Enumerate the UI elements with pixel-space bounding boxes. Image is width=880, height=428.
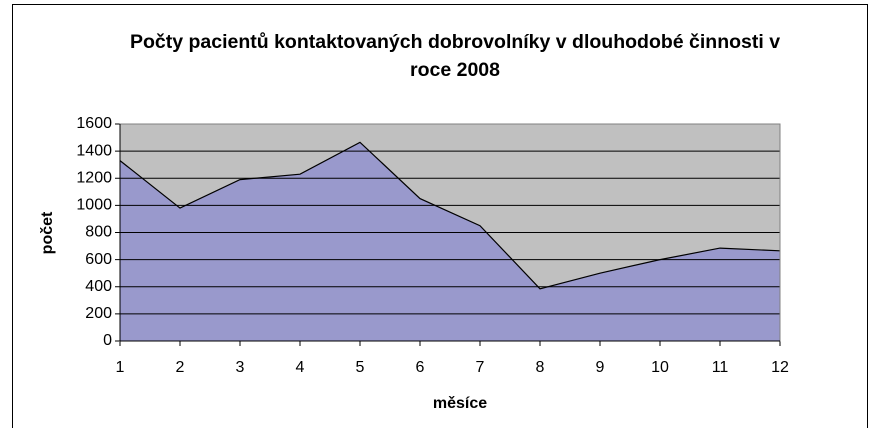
- y-axis-label: počet: [39, 211, 56, 254]
- y-tick-label: 200: [85, 305, 112, 322]
- y-tick-label: 1400: [76, 142, 112, 159]
- x-tick-label: 1: [116, 359, 125, 376]
- area-outline: [119, 141, 781, 290]
- y-tick-label: 800: [85, 224, 112, 241]
- x-tick-label: 9: [596, 359, 605, 376]
- x-tick-label: 3: [236, 359, 245, 376]
- x-tick-label: 11: [712, 359, 729, 376]
- chart-border: [12, 4, 868, 428]
- y-tick-label: 400: [85, 278, 112, 295]
- x-tick-label: 12: [771, 359, 789, 376]
- y-tick-label: 1600: [76, 115, 112, 132]
- x-tick-label: 8: [536, 359, 545, 376]
- y-tick-label: 1000: [76, 197, 112, 214]
- y-tick-label: 1200: [76, 169, 112, 186]
- y-tick-label: 600: [85, 251, 112, 268]
- x-tick-label: 2: [176, 359, 185, 376]
- x-tick-label: 7: [476, 359, 485, 376]
- x-tick-label: 4: [296, 359, 305, 376]
- x-tick-label: 5: [356, 359, 365, 376]
- y-tick-label: 0: [103, 332, 112, 349]
- x-tick-label: 6: [416, 359, 425, 376]
- x-axis-label: měsíce: [433, 395, 487, 412]
- x-tick-label: 10: [651, 359, 669, 376]
- area: [120, 142, 780, 341]
- chart-title: Počty pacientů kontaktovaných dobrovolní…: [129, 31, 781, 81]
